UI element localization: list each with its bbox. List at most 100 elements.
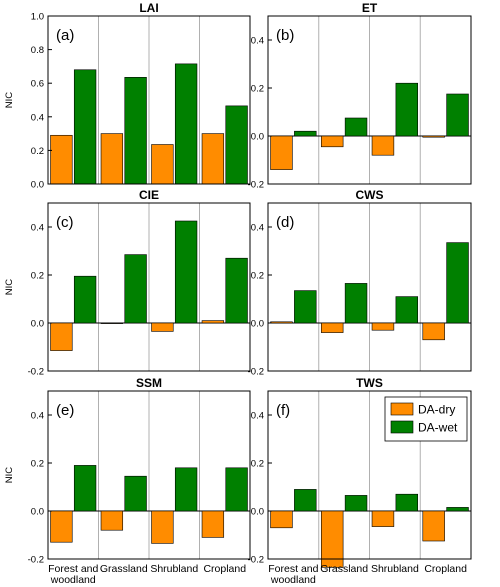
bar-da-dry-1 [100,133,124,185]
y-tick-label: 0.4 [31,112,44,123]
panel-tws: TWS -0.2 0.0 0.2 0.4 (f) DA-dry DA-wet Forest an… [248,376,472,586]
bar-da-dry-3 [422,510,445,542]
bar-da-wet-0 [73,465,97,512]
bar-da-dry-2 [371,135,395,156]
panel-title: ET [362,1,378,15]
panel-cie: CIE -0.2 0.0 0.2 0.4 NIC (c) [4,188,251,378]
x-category-label: Forest and [268,563,318,575]
panel-cws: CWS -0.2 0.0 0.2 0.4 (d) [248,188,472,378]
y-tick-label: -0.2 [248,555,264,566]
bar-da-dry-3 [422,135,445,138]
y-tick-label: -0.2 [248,367,264,378]
bar-da-dry-0 [50,134,73,185]
x-category-label: Forest and [48,563,98,575]
bar-da-dry-3 [201,133,225,185]
bar-da-dry-0 [50,322,73,351]
panel-title: SSM [136,376,162,390]
bar-da-wet-1 [124,254,147,324]
bar-da-dry-0 [50,510,73,543]
panel-label: (e) [56,402,74,419]
panel-title: CIE [139,188,159,202]
panel-label: (a) [56,27,74,44]
bar-da-dry-3 [422,322,445,341]
bar-da-wet-2 [174,467,198,512]
bar-da-dry-2 [151,144,174,185]
bar-da-wet-1 [344,495,368,512]
bar-da-wet-2 [395,82,419,137]
y-tick-label: 0.0 [31,507,44,518]
y-tick-label: 0.6 [31,79,44,90]
y-tick-label: -0.2 [28,555,44,566]
y-tick-label: 0.0 [31,180,44,191]
y-tick-label: 0.0 [31,319,44,330]
bar-da-dry-1 [100,322,124,324]
panel-title: LAI [139,1,158,15]
plot-frame [47,202,251,372]
legend-label-da-wet: DA-wet [418,421,458,435]
bar-da-wet-2 [395,493,419,512]
x-category-label: Cropland [424,563,467,575]
bar-da-wet-1 [344,117,368,137]
bar-da-wet-3 [446,93,469,137]
x-category-label: Shrubland [150,563,198,575]
x-category-label: Grassland [320,563,368,575]
bar-da-wet-3 [225,257,248,324]
bar-da-dry-0 [270,135,293,170]
y-axis-label: NIC [4,92,15,109]
panel-lai: LAI 0.0 0.2 0.4 0.6 0.8 1.0 NIC (a) [4,1,251,191]
y-tick-label: 0.4 [251,223,264,234]
bar-da-wet-3 [446,507,469,512]
bar-da-wet-2 [174,220,198,324]
panel-label: (c) [56,214,74,231]
x-category-label: woodland [270,574,316,586]
y-tick-label: 0.4 [251,411,264,422]
y-tick-label: 0.4 [251,36,264,47]
bar-da-dry-2 [151,510,174,544]
legend-swatch-da-dry [390,402,414,416]
plot-frame [47,15,251,185]
bar-da-wet-0 [294,290,317,324]
bar-da-wet-0 [73,275,97,324]
bar-da-wet-1 [124,77,147,185]
bar-da-dry-2 [371,510,395,527]
plot-frame [267,15,472,185]
y-tick-label: 0.0 [251,319,264,330]
x-category-label: Shrubland [371,563,419,575]
bar-da-dry-2 [151,322,174,332]
panel-title: TWS [356,376,383,390]
plot-frame [267,202,472,372]
y-tick-label: 1.0 [31,12,44,23]
y-tick-label: 0.2 [31,146,44,157]
x-category-label: Cropland [203,563,246,575]
bar-da-dry-1 [100,510,124,531]
bar-da-wet-1 [344,283,368,324]
y-tick-label: 0.4 [31,223,44,234]
y-axis-label: NIC [4,467,15,484]
bar-da-dry-0 [270,321,293,324]
legend-label-da-dry: DA-dry [418,403,455,417]
y-tick-label: 0.2 [251,271,264,282]
bar-da-dry-3 [201,320,225,324]
panel-title: CWS [356,188,384,202]
bar-da-wet-1 [124,475,147,512]
y-axis-label: NIC [4,279,15,296]
y-tick-label: 0.4 [31,411,44,422]
panel-label: (b) [276,27,294,44]
bar-da-dry-1 [320,322,344,333]
y-tick-label: 0.2 [251,459,264,470]
bar-da-dry-2 [371,322,395,331]
panel-et: ET -0.2 0.0 0.2 0.4 (b) [248,1,472,191]
bar-da-wet-0 [73,69,97,185]
plot-frame [267,390,472,560]
bar-da-wet-0 [294,489,317,512]
bar-da-wet-3 [225,105,248,185]
y-tick-label: -0.2 [248,180,264,191]
plot-frame [47,390,251,560]
panel-ssm: SSM -0.2 0.0 0.2 0.4 NIC (e) Forest andwoodland… [4,376,251,586]
x-category-label: Grassland [100,563,148,575]
legend-swatch-da-wet [390,420,414,434]
panel-label: (d) [276,214,294,231]
panel-label: (f) [276,402,290,419]
y-tick-label: -0.2 [28,367,44,378]
bar-da-wet-3 [225,467,248,512]
